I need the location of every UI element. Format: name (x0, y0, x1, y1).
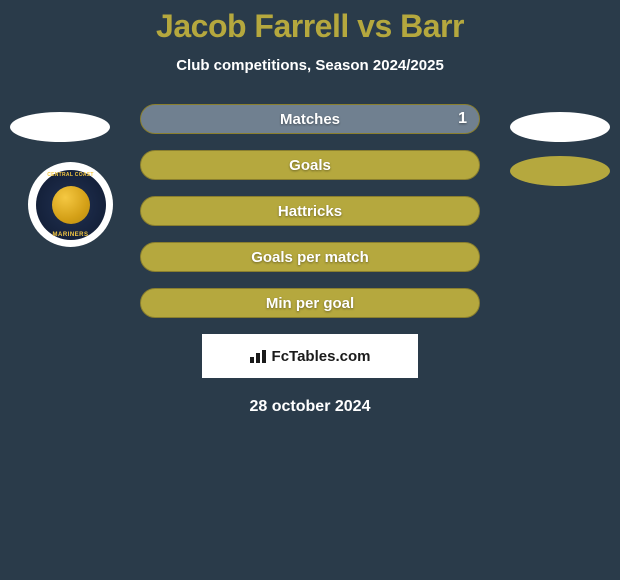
chart-bars-icon (250, 349, 268, 363)
stat-value-right: 1 (458, 110, 467, 128)
stat-label: Min per goal (266, 295, 354, 312)
stat-row-min-per-goal: Min per goal (140, 288, 480, 318)
stat-row-goals: Goals (140, 150, 480, 180)
stat-row-matches: Matches 1 (140, 104, 480, 134)
club-name-top: CENTRAL COAST (36, 172, 106, 178)
subtitle: Club competitions, Season 2024/2025 (0, 57, 620, 74)
stat-row-hattricks: Hattricks (140, 196, 480, 226)
main-container: Jacob Farrell vs Barr Club competitions,… (0, 0, 620, 416)
club-logo-ball-icon (52, 186, 90, 224)
stat-row-goals-per-match: Goals per match (140, 242, 480, 272)
player-avatar-right (510, 112, 610, 142)
watermark-box[interactable]: FcTables.com (202, 334, 418, 378)
date-text: 28 october 2024 (0, 398, 620, 416)
stat-label: Goals (289, 157, 331, 174)
club-name-bottom: MARINERS (36, 232, 106, 238)
watermark-text: FcTables.com (250, 348, 371, 365)
stats-area: CENTRAL COAST MARINERS Matches 1 Goals H… (0, 104, 620, 416)
stat-label: Goals per match (251, 249, 369, 266)
watermark-label: FcTables.com (272, 348, 371, 365)
page-title: Jacob Farrell vs Barr (0, 8, 620, 45)
player-avatar-left (10, 112, 110, 142)
stat-rows: Matches 1 Goals Hattricks Goals per matc… (140, 104, 480, 318)
club-logo: CENTRAL COAST MARINERS (28, 162, 113, 247)
stat-label: Hattricks (278, 203, 342, 220)
player-avatar-right-2 (510, 156, 610, 186)
stat-label: Matches (280, 111, 340, 128)
club-logo-inner: CENTRAL COAST MARINERS (36, 170, 106, 240)
